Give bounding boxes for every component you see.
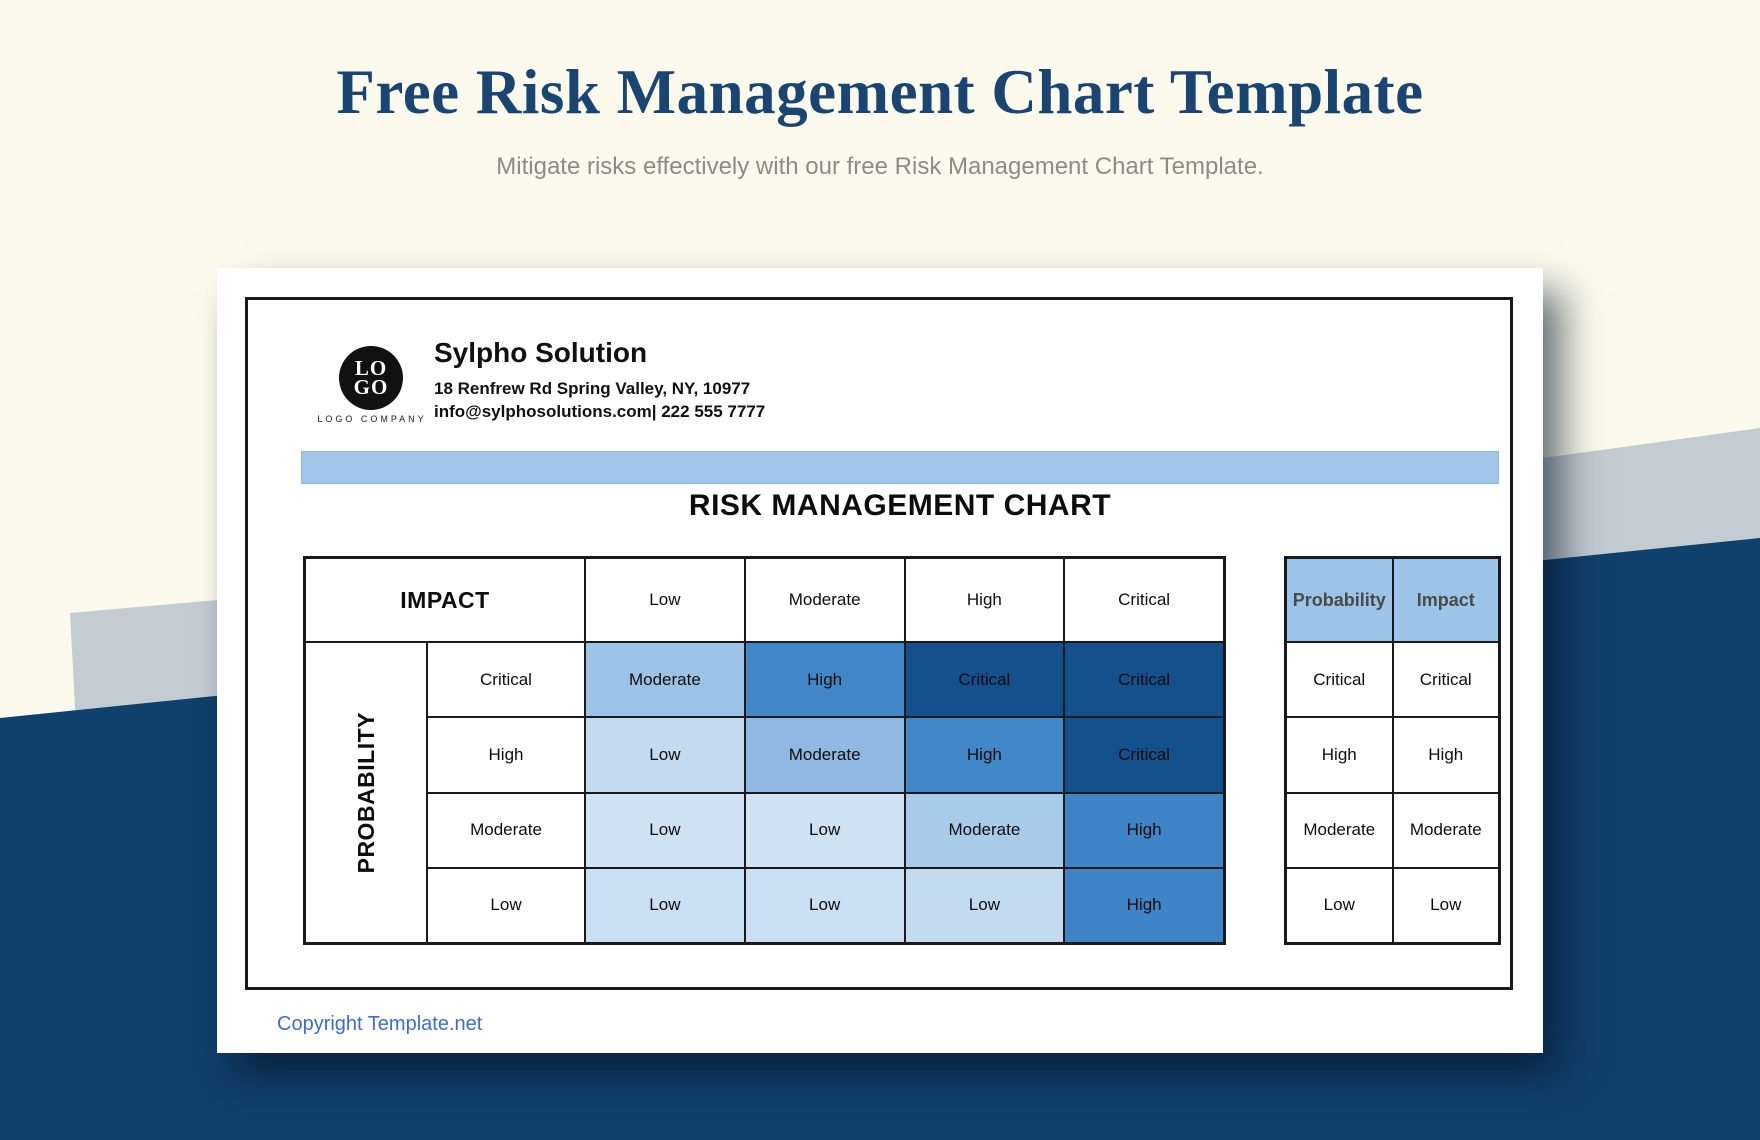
matrix-cell: High (1064, 792, 1224, 868)
document-border: LO GO LOGO COMPANY Sylpho Solution 18 Re… (245, 297, 1513, 990)
matrix-cell: Critical (1064, 717, 1224, 793)
matrix-cell: Low (744, 792, 905, 868)
row-label-high: High (427, 717, 585, 793)
matrix-cell: Low (585, 717, 745, 793)
legend-cell: High (1392, 717, 1499, 793)
logo-caption: LOGO COMPANY (317, 414, 427, 424)
legend-header-probability: Probability (1286, 558, 1393, 642)
risk-matrix-table: IMPACT Low Moderate High Critical PROBAB… (303, 556, 1226, 945)
matrix-cell: High (744, 642, 905, 718)
company-logo: LO GO (339, 346, 403, 410)
legend-cell: Low (1286, 867, 1393, 943)
legend-cell: Low (1392, 867, 1499, 943)
row-label-moderate: Moderate (427, 792, 585, 868)
column-header-low: Low (585, 558, 745, 642)
matrix-cell: Low (744, 867, 905, 943)
matrix-cell: Moderate (904, 792, 1065, 868)
column-header-moderate: Moderate (744, 558, 905, 642)
company-name: Sylpho Solution (434, 337, 648, 368)
matrix-cell: Critical (1064, 642, 1224, 718)
row-label-low: Low (427, 867, 585, 943)
matrix-cell: Low (585, 867, 745, 943)
row-label-critical: Critical (427, 642, 585, 718)
matrix-cell: Moderate (744, 717, 905, 793)
page-subtitle: Mitigate risks effectively with our free… (496, 153, 1264, 180)
legend-cell: Critical (1286, 642, 1393, 718)
matrix-cell: High (1064, 867, 1224, 943)
probability-axis-cell: PROBABILITY (305, 642, 427, 943)
impact-axis-cell: IMPACT (305, 558, 585, 642)
matrix-cell: Low (585, 792, 745, 868)
legend-cell: Moderate (1392, 792, 1499, 868)
company-contact: info@sylphosolutions.com| 222 555 7777 (434, 402, 766, 421)
matrix-cell: Low (904, 867, 1065, 943)
column-header-critical: Critical (1064, 558, 1224, 642)
page-title: Free Risk Management Chart Template (336, 57, 1424, 127)
document-heading: RISK MANAGEMENT CHART (688, 489, 1112, 522)
legend-header-impact: Impact (1392, 558, 1499, 642)
legend-table: Probability Impact Critical Critical Hig… (1284, 556, 1501, 945)
logo-text-line1: LO (354, 355, 388, 380)
legend-cell: Critical (1392, 642, 1499, 718)
probability-axis-label: PROBABILITY (352, 711, 379, 874)
template-card: LO GO LOGO COMPANY Sylpho Solution 18 Re… (217, 268, 1543, 1053)
legend-cell: High (1286, 717, 1393, 793)
logo-text-line2: GO (353, 375, 389, 399)
legend-cell: Moderate (1286, 792, 1393, 868)
matrix-cell: Critical (904, 642, 1065, 718)
matrix-cell: Moderate (585, 642, 745, 718)
matrix-cell: High (904, 717, 1065, 793)
company-address: 18 Renfrew Rd Spring Valley, NY, 10977 (434, 379, 751, 398)
column-header-high: High (904, 558, 1065, 642)
copyright-link[interactable]: Copyright Template.net (277, 1013, 483, 1035)
accent-bar (301, 451, 1499, 484)
